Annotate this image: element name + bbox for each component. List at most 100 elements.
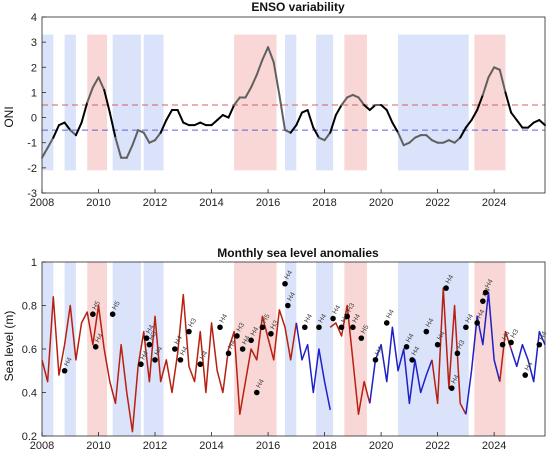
- storm-marker: [90, 311, 96, 318]
- oni-series-segment: [284, 129, 292, 134]
- storm-marker: [268, 330, 274, 337]
- oni-series-segment: [142, 131, 151, 144]
- storm-marker-label: H5: [261, 313, 272, 324]
- oni-series-segment: [402, 141, 411, 147]
- storm-marker: [177, 357, 184, 363]
- storm-marker: [172, 346, 178, 352]
- oni-series-segment: [510, 111, 518, 122]
- storm-marker-label: H4: [94, 332, 105, 343]
- x-tick-label: 2010: [86, 440, 110, 452]
- oni-series-segment: [408, 136, 417, 144]
- storm-marker-label: H5: [111, 300, 122, 311]
- storm-marker: [482, 289, 489, 296]
- oni-series-segment: [216, 114, 224, 122]
- oni-series-segment: [493, 66, 501, 71]
- x-tick-label: 2012: [143, 440, 167, 452]
- storm-marker-label: H4: [465, 313, 476, 324]
- storm-marker-label: H4: [199, 350, 210, 361]
- oni-series-segment: [267, 46, 275, 64]
- la-nina-band: [42, 34, 54, 171]
- storm-marker-label: H4: [318, 313, 329, 324]
- oni-series-segment: [317, 136, 326, 142]
- x-tick-label: 2018: [312, 440, 336, 452]
- storm-marker: [138, 361, 144, 368]
- el-nino-band: [344, 262, 367, 436]
- oni-series-segment: [193, 121, 202, 127]
- oni-series-segment: [41, 146, 49, 159]
- oni-series-segment: [385, 109, 394, 124]
- y-tick-label: 2: [31, 62, 37, 74]
- oni-series-segment: [255, 58, 264, 76]
- storm-marker: [285, 302, 291, 309]
- storm-marker: [522, 372, 529, 378]
- x-tick-label: 2014: [199, 197, 223, 209]
- storm-marker-label: H4: [173, 335, 184, 346]
- la-nina-band: [398, 34, 469, 171]
- la-nina-band: [316, 34, 334, 171]
- oni-series-segment: [289, 124, 298, 134]
- la-nina-band: [64, 262, 76, 436]
- storm-marker: [302, 324, 308, 331]
- el-nino-band: [474, 262, 506, 436]
- la-nina-band: [64, 34, 76, 171]
- oni-panel-ylabel: ONI: [2, 106, 16, 127]
- storm-marker-label: H5: [92, 300, 103, 311]
- oni-series-segment: [340, 96, 349, 106]
- oni-series-segment: [69, 129, 77, 137]
- storm-marker: [463, 324, 469, 331]
- oni-series-segment: [250, 73, 258, 89]
- sea-level-series-line: [510, 330, 546, 383]
- storm-marker-label: H4: [425, 317, 436, 328]
- storm-marker-label: H3: [148, 330, 159, 341]
- oni-series-segment: [300, 109, 309, 114]
- oni-series-segment: [182, 121, 190, 127]
- oni-series-segment: [470, 109, 479, 122]
- storm-marker: [383, 320, 390, 326]
- storm-marker: [448, 385, 455, 391]
- storm-marker-label: H3: [346, 302, 357, 313]
- storm-marker-label: H3: [270, 319, 281, 330]
- oni-series-segment: [312, 126, 320, 139]
- storm-marker: [409, 357, 415, 363]
- el-nino-band: [87, 34, 107, 171]
- oni-series-segment: [363, 104, 371, 112]
- enso-bands: [42, 34, 506, 171]
- oni-series-segment: [391, 121, 400, 134]
- storm-marker: [234, 333, 240, 339]
- oni-series-segment: [453, 136, 462, 144]
- storm-marker-label: H4: [501, 330, 512, 341]
- oni-series-segment: [176, 109, 185, 124]
- oni-series-segment: [306, 109, 315, 129]
- oni-series-segment: [368, 104, 377, 112]
- storm-marker-label: H4: [241, 335, 252, 346]
- storm-marker: [282, 280, 288, 287]
- storm-marker-label: H4: [154, 346, 165, 357]
- storm-marker-label: H4: [445, 274, 456, 285]
- x-tick-label: 2012: [143, 197, 167, 209]
- oni-series-segment: [481, 76, 490, 96]
- oni-series-segment: [125, 144, 134, 159]
- storm-marker: [536, 341, 543, 348]
- storm-marker-label: H4: [179, 346, 190, 357]
- storm-marker: [508, 339, 514, 346]
- storm-marker: [259, 324, 266, 331]
- oni-series-segment: [351, 93, 360, 99]
- oni-series-segment: [233, 96, 241, 106]
- plot-frame: [41, 16, 546, 194]
- sea-level-panel-ylabel: Sea level (m): [2, 311, 16, 382]
- la-nina-band: [42, 262, 54, 436]
- storm-marker: [454, 350, 461, 357]
- oni-series-segment: [74, 121, 83, 137]
- oni-series-segment: [221, 114, 230, 119]
- storm-marker-label: H4: [538, 330, 549, 341]
- storm-marker: [403, 344, 410, 350]
- storm-marker: [152, 357, 158, 363]
- sea-level-panel-title: Monthly sea level anomalies: [217, 246, 379, 260]
- x-tick-label: 2024: [482, 197, 506, 209]
- oni-series-segment: [137, 129, 145, 134]
- oni-series-segment: [527, 121, 535, 129]
- oni-series-segment: [504, 91, 513, 114]
- oni-series-segment: [459, 126, 467, 139]
- oni-series-segment: [464, 119, 473, 129]
